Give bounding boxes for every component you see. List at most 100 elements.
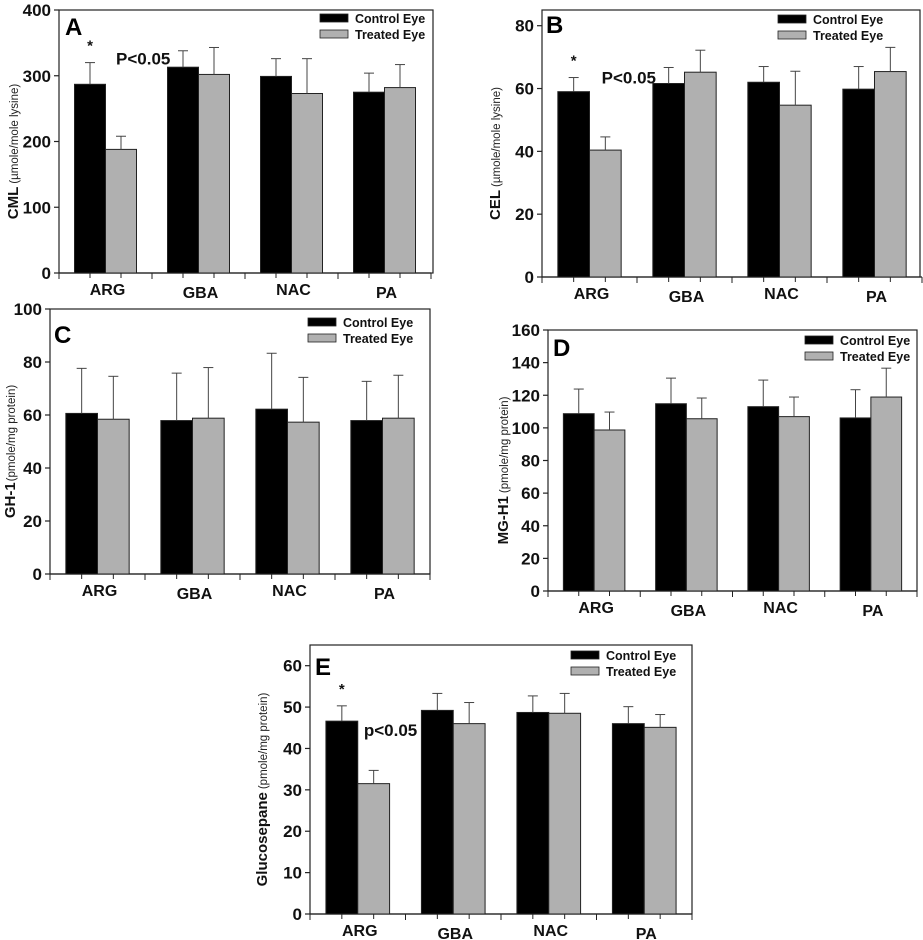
legend-swatch-treated xyxy=(777,30,807,40)
legend: Control Eye Treated Eye xyxy=(307,316,413,346)
bar-treated-nac xyxy=(778,416,810,592)
legend-label-control: Control Eye xyxy=(343,316,413,330)
bar-treated-nac xyxy=(548,712,582,915)
bar-control-arg xyxy=(557,91,590,278)
x-category-label: NAC xyxy=(533,923,568,940)
y-axis-label: MG-H1 (pmole/mg protein) xyxy=(495,396,512,544)
significance-label: P<0.05 xyxy=(116,50,170,69)
y-tick-label: 0 xyxy=(531,582,540,601)
x-category-label: GBA xyxy=(177,586,213,603)
y-axis-label: CEL (µmole/mole lysine) xyxy=(487,87,504,220)
x-category-label: ARG xyxy=(82,583,118,600)
legend: Control Eye Treated Eye xyxy=(804,334,910,364)
y-tick-label: 20 xyxy=(521,549,540,568)
y-axis-label-unit: (pmole/mg protein) xyxy=(499,396,511,493)
y-tick-label: 80 xyxy=(521,452,540,471)
chart-panel-a: 0 100 200 300 400 ARG GBA NAC PA * P<0.05 A Control … xyxy=(5,1,434,302)
legend-label-control: Control Eye xyxy=(606,649,676,663)
legend: Control Eye Treated Eye xyxy=(777,13,883,43)
y-tick-label: 0 xyxy=(525,268,534,287)
y-tick-label: 80 xyxy=(515,17,534,36)
y-axis-label-main: MG-H1 xyxy=(495,496,512,544)
legend-swatch-control xyxy=(319,13,349,23)
y-tick-label: 20 xyxy=(23,512,42,531)
chart-panel-d: 0 20 40 60 80 100 120 140 160 ARG GBA NAC PA D Control… xyxy=(495,321,918,620)
bar-control-arg xyxy=(325,720,359,915)
y-tick-label: 100 xyxy=(512,419,540,438)
y-tick-label: 60 xyxy=(23,406,42,425)
bar-control-gba xyxy=(655,403,687,592)
bar-treated-nac xyxy=(291,93,323,274)
x-category-label: ARG xyxy=(342,923,378,940)
y-tick-label: 40 xyxy=(521,517,540,536)
y-axis-label: CML (µmole/mole lysine) xyxy=(5,84,22,220)
y-tick-label: 20 xyxy=(515,205,534,224)
legend-label-treated: Treated Eye xyxy=(840,350,910,364)
x-category-label: NAC xyxy=(763,600,798,617)
x-category-label: NAC xyxy=(764,286,799,303)
significance-star: * xyxy=(571,53,577,70)
x-category-label: ARG xyxy=(578,600,614,617)
y-tick-label: 50 xyxy=(283,698,302,717)
bar-control-arg xyxy=(562,413,595,592)
y-tick-label: 100 xyxy=(23,198,51,217)
bar-control-pa xyxy=(611,723,645,915)
bar-treated-gba xyxy=(198,73,230,274)
legend-label-treated: Treated Eye xyxy=(606,665,676,679)
y-tick-label: 140 xyxy=(512,354,540,373)
y-tick-label: 300 xyxy=(23,67,51,86)
x-category-label: PA xyxy=(862,603,883,620)
bar-treated-gba xyxy=(452,723,486,915)
y-tick-label: 40 xyxy=(283,739,302,758)
bar-treated-arg xyxy=(97,418,130,575)
legend-swatch-control xyxy=(777,14,807,24)
x-category-label: PA xyxy=(374,586,395,603)
y-tick-label: 60 xyxy=(515,80,534,99)
panel-letter: C xyxy=(54,322,71,349)
x-category-label: ARG xyxy=(574,286,610,303)
x-category-label: GBA xyxy=(671,603,707,620)
bar-treated-gba xyxy=(685,418,718,592)
bar-control-pa xyxy=(839,417,872,592)
legend-label-treated: Treated Eye xyxy=(343,332,413,346)
significance-label: p<0.05 xyxy=(364,721,417,740)
bar-control-pa xyxy=(353,91,385,274)
bar-treated-arg xyxy=(589,149,622,278)
y-axis-label-main: Glucosepane xyxy=(254,792,271,886)
y-tick-label: 0 xyxy=(33,565,42,584)
legend-swatch-control xyxy=(804,335,834,345)
bar-control-nac xyxy=(747,406,780,592)
bar-treated-pa xyxy=(874,71,907,278)
bar-treated-pa xyxy=(384,87,416,274)
legend-swatch-treated xyxy=(307,333,337,343)
legend-swatch-treated xyxy=(570,666,600,676)
bar-treated-arg xyxy=(105,148,137,274)
bar-control-gba xyxy=(420,709,454,915)
bar-treated-arg xyxy=(593,429,626,592)
panel-letter: D xyxy=(553,335,570,362)
y-tick-label: 200 xyxy=(23,133,51,152)
legend-swatch-control xyxy=(570,650,600,660)
bar-control-arg xyxy=(65,412,99,575)
bar-treated-pa xyxy=(870,396,903,592)
y-tick-label: 60 xyxy=(521,484,540,503)
y-tick-label: 100 xyxy=(14,300,42,319)
bar-control-arg xyxy=(74,83,106,274)
x-category-label: PA xyxy=(636,926,657,940)
legend: Control Eye Treated Eye xyxy=(319,12,425,42)
y-tick-label: 10 xyxy=(283,864,302,883)
chart-panel-b: 0 20 40 60 80 ARG GBA NAC PA * P<0.05 B Control Eye T… xyxy=(487,9,923,306)
bar-treated-pa xyxy=(643,726,677,915)
significance-label: P<0.05 xyxy=(602,69,656,88)
y-tick-label: 0 xyxy=(42,264,51,283)
chart-panel-e: 0 10 20 30 40 50 60 ARG GBA NAC PA * p<0.05 E Control … xyxy=(254,644,693,940)
legend-label-treated: Treated Eye xyxy=(813,29,883,43)
y-axis-label-main: CEL xyxy=(487,190,504,220)
y-tick-label: 120 xyxy=(512,386,540,405)
panel-letter: E xyxy=(315,654,331,681)
x-category-label: NAC xyxy=(272,583,307,600)
bar-control-nac xyxy=(516,711,550,915)
bar-control-gba xyxy=(652,83,685,278)
y-tick-label: 400 xyxy=(23,1,51,20)
